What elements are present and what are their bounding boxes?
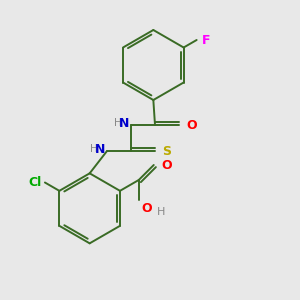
Text: F: F xyxy=(202,34,210,46)
Text: H: H xyxy=(157,207,165,217)
Text: H: H xyxy=(90,144,98,154)
Text: N: N xyxy=(95,142,105,155)
Text: Cl: Cl xyxy=(28,176,42,189)
Text: S: S xyxy=(162,145,171,158)
Text: O: O xyxy=(141,202,152,215)
Text: O: O xyxy=(161,158,172,172)
Text: O: O xyxy=(186,118,197,131)
Text: N: N xyxy=(119,116,129,130)
Text: H: H xyxy=(114,118,122,128)
